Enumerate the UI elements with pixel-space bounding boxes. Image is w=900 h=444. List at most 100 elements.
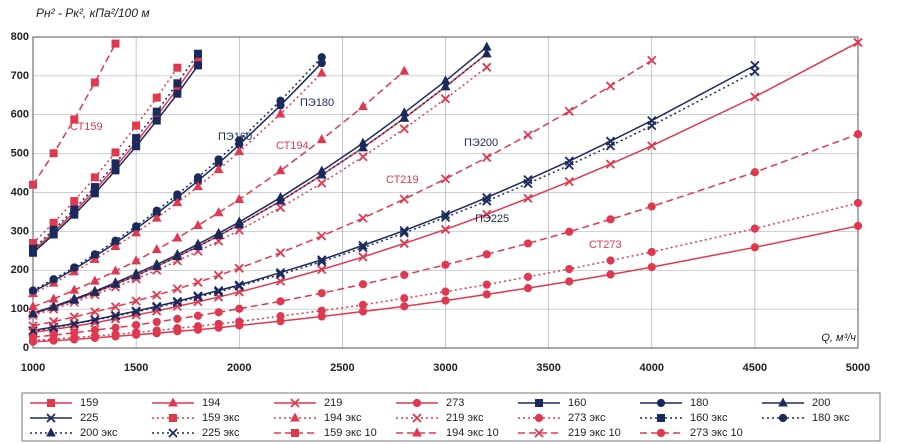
- marker: [276, 297, 285, 306]
- annotation: СТ219: [386, 174, 419, 186]
- legend-marker: [168, 397, 178, 407]
- legend-marker: [534, 428, 544, 438]
- y-tick-label: 700: [11, 70, 29, 82]
- marker: [317, 257, 327, 267]
- annotation: ПЭ180: [300, 97, 334, 109]
- marker: [750, 92, 760, 102]
- marker: [853, 130, 863, 139]
- marker: [482, 209, 492, 219]
- marker: [49, 275, 58, 284]
- marker: [173, 190, 182, 199]
- marker: [131, 307, 141, 317]
- series-line: [32, 70, 405, 308]
- marker: [275, 269, 286, 280]
- marker: [132, 328, 141, 337]
- marker: [131, 227, 141, 237]
- marker: [565, 264, 574, 274]
- marker: [523, 284, 533, 293]
- marker: [69, 319, 79, 329]
- marker: [853, 37, 863, 48]
- marker: [358, 240, 368, 251]
- marker: [28, 286, 38, 295]
- marker: [481, 48, 492, 58]
- legend-label: 219 экс 10: [568, 427, 621, 439]
- marker: [317, 289, 326, 298]
- legend-label: 159: [80, 397, 98, 409]
- marker: [482, 152, 492, 163]
- marker: [28, 333, 38, 342]
- legend-label: 194: [202, 397, 220, 409]
- marker: [110, 302, 121, 312]
- marker: [111, 159, 120, 168]
- marker: [276, 96, 285, 105]
- legend-label: 159 экс 10: [324, 427, 377, 439]
- marker: [193, 219, 203, 230]
- marker: [275, 248, 286, 258]
- marker: [234, 146, 245, 156]
- marker: [69, 312, 79, 322]
- marker: [440, 224, 451, 235]
- x-tick-label: 5000: [846, 362, 870, 374]
- marker: [317, 306, 326, 315]
- marker: [90, 286, 100, 296]
- marker: [193, 292, 203, 302]
- marker: [358, 300, 368, 309]
- annotation: ПЭ200: [464, 137, 498, 149]
- marker: [400, 270, 409, 280]
- marker: [131, 270, 141, 280]
- legend-marker: [47, 399, 55, 407]
- marker: [275, 165, 286, 175]
- legend-marker: [290, 398, 300, 408]
- legend-label: 194 экс 10: [446, 427, 499, 439]
- marker: [48, 293, 59, 303]
- marker: [750, 243, 759, 252]
- marker: [606, 256, 615, 265]
- marker: [194, 61, 202, 70]
- marker: [90, 250, 99, 259]
- y-tick-label: 100: [11, 303, 29, 315]
- marker: [90, 253, 100, 263]
- marker: [29, 180, 37, 189]
- marker: [275, 276, 286, 286]
- marker: [523, 178, 533, 189]
- series-line: [32, 202, 859, 342]
- marker: [316, 134, 327, 144]
- marker: [275, 203, 286, 213]
- marker: [213, 207, 224, 217]
- marker: [172, 297, 183, 308]
- marker: [213, 270, 224, 280]
- marker: [399, 124, 409, 134]
- marker: [399, 228, 409, 238]
- marker: [132, 134, 141, 143]
- marker: [234, 193, 245, 203]
- marker: [565, 277, 574, 286]
- marker: [440, 81, 451, 91]
- marker: [358, 101, 368, 111]
- marker: [358, 142, 368, 152]
- marker: [440, 94, 451, 104]
- marker: [317, 255, 327, 265]
- marker: [647, 120, 657, 131]
- marker: [172, 251, 183, 261]
- legend-label: 219: [324, 397, 342, 409]
- marker: [564, 106, 574, 116]
- marker: [110, 311, 121, 321]
- marker: [234, 263, 244, 273]
- marker: [853, 198, 863, 208]
- legend-marker: [412, 427, 422, 437]
- legend-marker: [168, 428, 178, 438]
- legend-marker: [778, 413, 788, 423]
- marker: [28, 321, 38, 331]
- y-tick-label: 800: [11, 31, 29, 43]
- series-line: [32, 64, 756, 332]
- marker: [151, 212, 162, 222]
- annotation: СТ273: [589, 239, 622, 251]
- marker: [441, 287, 450, 296]
- marker: [523, 272, 533, 281]
- x-tick-label: 2000: [227, 362, 251, 374]
- x-axis-title: Q, м³/ч: [821, 332, 856, 344]
- legend-marker: [778, 397, 788, 407]
- y-tick-label: 400: [11, 186, 29, 198]
- marker: [647, 141, 657, 151]
